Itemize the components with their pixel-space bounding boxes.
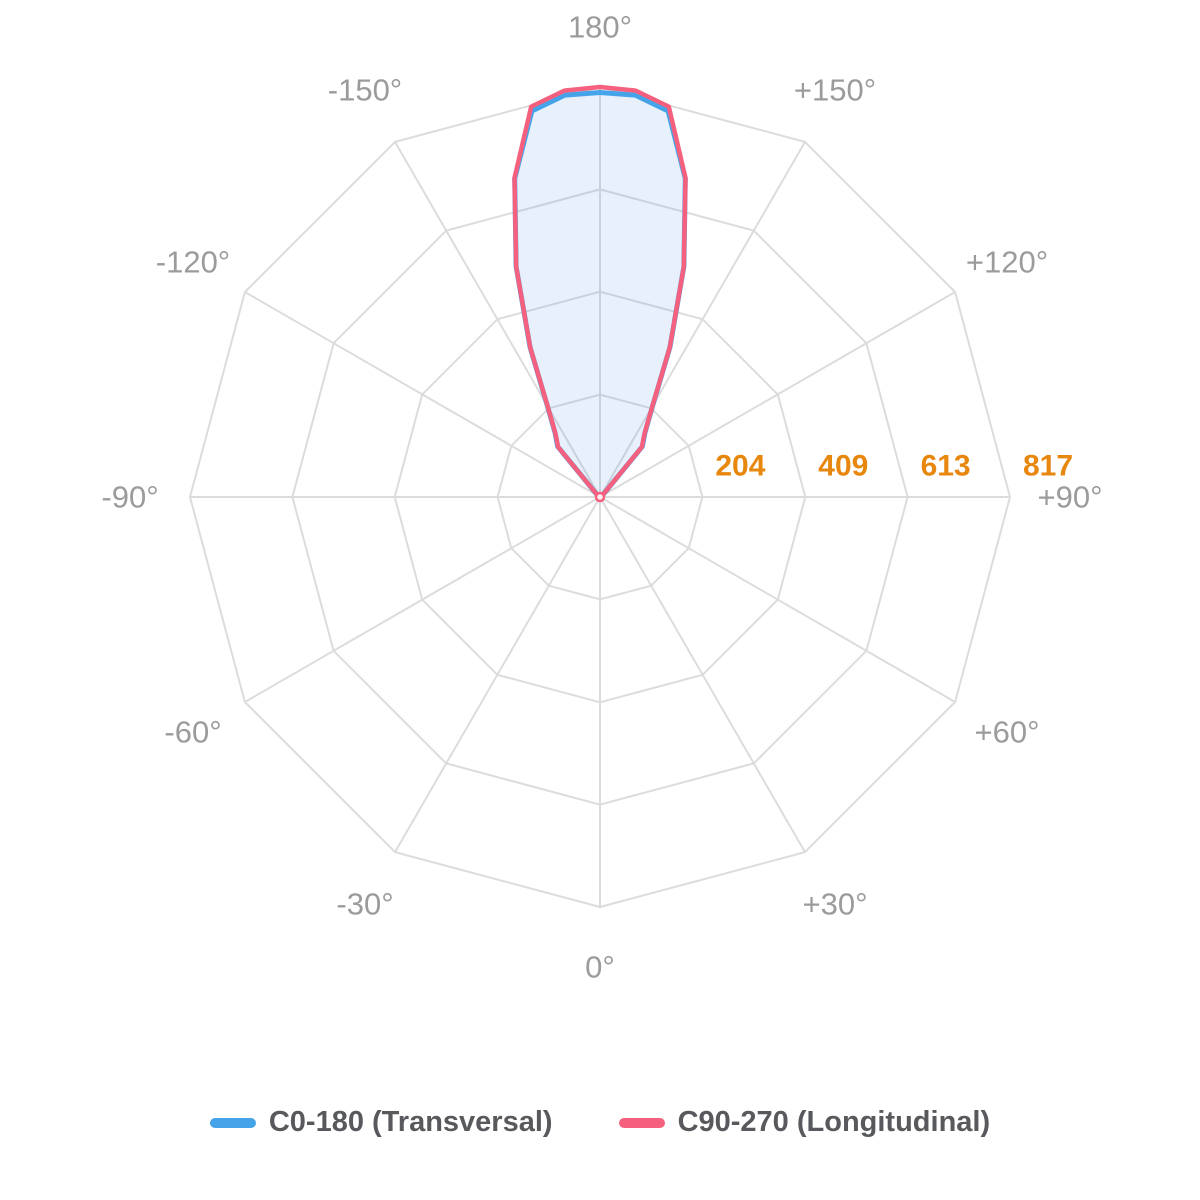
legend-label-c0-180: C0-180 (Transversal) [268, 1106, 553, 1138]
angle-label: 180° [568, 10, 632, 45]
legend-swatch-c0-180 [209, 1117, 256, 1128]
legend-item-c0-180[interactable]: C0-180 (Transversal) [209, 1106, 553, 1139]
grid-spoke [599, 141, 806, 498]
angle-label: 0° [585, 950, 615, 985]
grid-spoke [244, 291, 601, 498]
radial-tick-label: 204 [715, 450, 765, 483]
angle-label: +90° [1038, 480, 1103, 515]
polar-chart-canvas: 180° +150° +120° +90° +60° +30° 0° -30° -60° -90°… [101, 10, 1103, 985]
grid-spoke [599, 496, 806, 853]
angle-label: -90° [101, 480, 158, 515]
grid-spoke [394, 496, 601, 853]
radial-tick-label: 409 [818, 450, 868, 483]
radial-tick-label: 817 [1023, 450, 1073, 483]
grid-spoke [599, 496, 956, 703]
angle-label: -120° [156, 245, 230, 280]
grid-spoke [244, 496, 601, 703]
beam-lobe-fill [514, 92, 686, 497]
legend-swatch-c90-270 [618, 1117, 665, 1128]
angle-label: +60° [975, 715, 1040, 750]
angle-label: -150° [328, 73, 402, 108]
center-point-marker [594, 491, 606, 503]
radial-tick-label: 613 [921, 450, 971, 483]
grid-spoke [394, 141, 601, 498]
angle-label: -30° [336, 887, 393, 922]
angle-label: +120° [966, 245, 1048, 280]
legend-label-c90-270: C90-270 (Longitudinal) [677, 1106, 991, 1138]
grid-spoke [599, 291, 956, 498]
angle-label: +150° [794, 73, 876, 108]
legend-item-c90-270[interactable]: C90-270 (Longitudinal) [618, 1106, 991, 1139]
angle-label: +30° [803, 887, 868, 922]
legend: C0-180 (Transversal) C90-270 (Longitudin… [0, 1106, 1200, 1139]
angle-label: -60° [164, 715, 221, 750]
polar-photometric-chart: 180° +150° +120° +90° +60° +30° 0° -30° -60° -90°… [101, 10, 1103, 985]
